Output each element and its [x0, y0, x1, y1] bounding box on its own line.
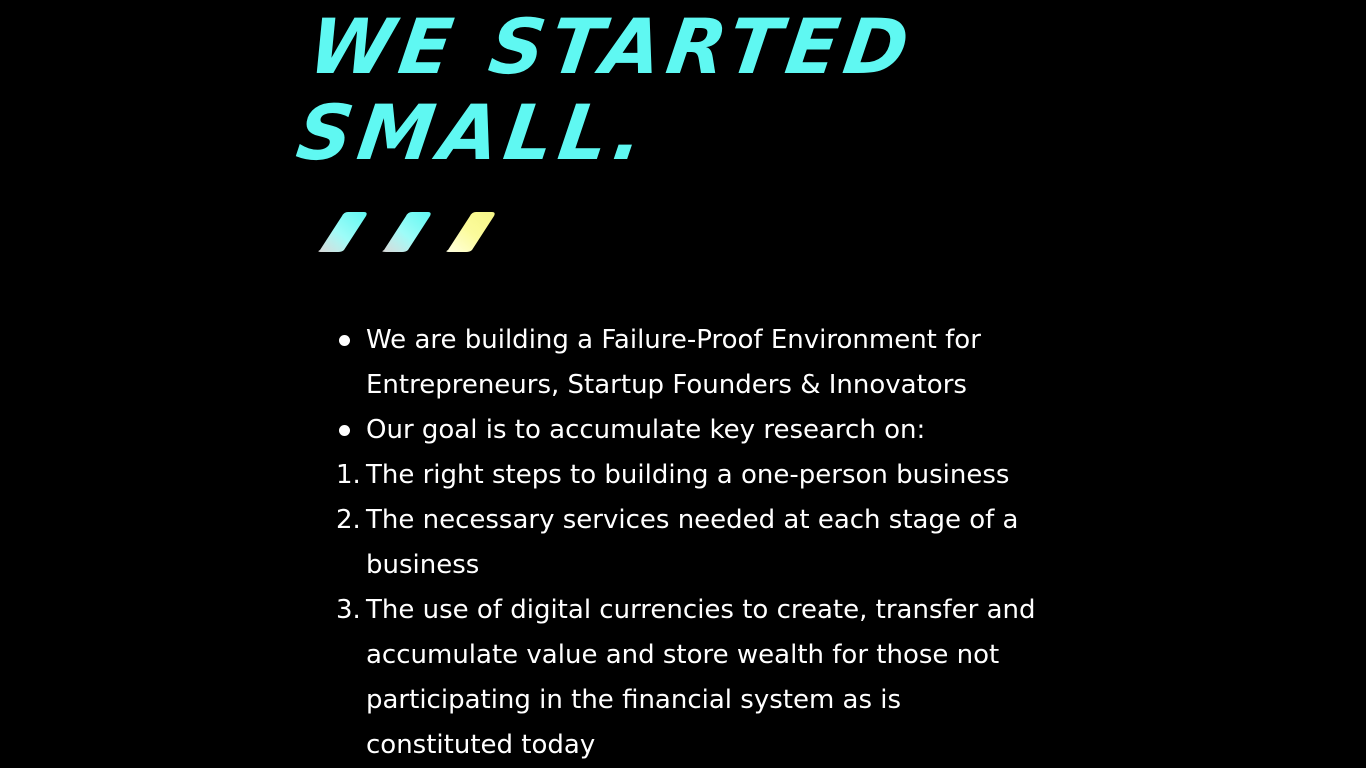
numbered-item: 3. The use of digital currencies to crea…	[336, 588, 1056, 768]
bullet-dot-icon	[339, 425, 350, 436]
item-number: 2.	[336, 505, 361, 535]
bullet-text: Our goal is to accumulate key research o…	[366, 415, 926, 445]
numbered-item: 1. The right steps to building a one-per…	[336, 453, 1056, 498]
mission-list: We are building a Failure-Proof Environm…	[336, 318, 1056, 768]
page-headline: WE STARTED SMALL.	[291, 2, 920, 177]
item-number: 3.	[336, 595, 361, 625]
headline-line-1: WE STARTED	[303, 2, 920, 91]
numbered-text: The right steps to building a one-person…	[366, 460, 1010, 490]
bullet-item: Our goal is to accumulate key research o…	[336, 408, 1056, 453]
numbered-item: 2. The necessary services needed at each…	[336, 498, 1056, 588]
item-number: 1.	[336, 460, 361, 490]
stripe-1	[318, 212, 367, 252]
bullet-dot-icon	[339, 335, 350, 346]
bullet-item: We are building a Failure-Proof Environm…	[336, 318, 1056, 408]
stripe-3	[446, 212, 495, 252]
headline-line-2: SMALL.	[291, 88, 656, 177]
numbered-text: The use of digital currencies to create,…	[366, 595, 1036, 760]
decorative-stripes-icon	[318, 212, 495, 252]
stripe-2	[382, 212, 431, 252]
numbered-text: The necessary services needed at each st…	[366, 505, 1019, 580]
bullet-text: We are building a Failure-Proof Environm…	[366, 325, 981, 400]
